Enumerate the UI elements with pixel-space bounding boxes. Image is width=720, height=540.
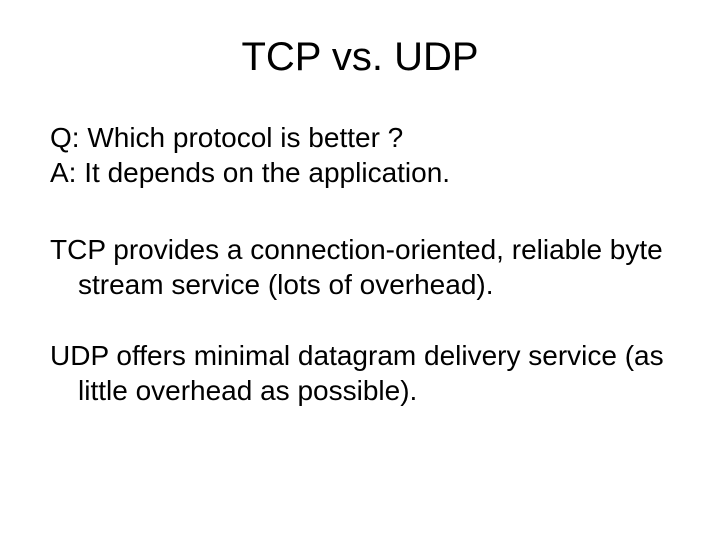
slide-title: TCP vs. UDP (50, 35, 670, 80)
answer-line: A: It depends on the application. (50, 155, 670, 190)
udp-paragraph: UDP offers minimal datagram delivery ser… (50, 338, 670, 408)
qa-block: Q: Which protocol is better ? A: It depe… (50, 120, 670, 190)
tcp-paragraph: TCP provides a connection-oriented, reli… (50, 232, 670, 302)
question-line: Q: Which protocol is better ? (50, 120, 670, 155)
